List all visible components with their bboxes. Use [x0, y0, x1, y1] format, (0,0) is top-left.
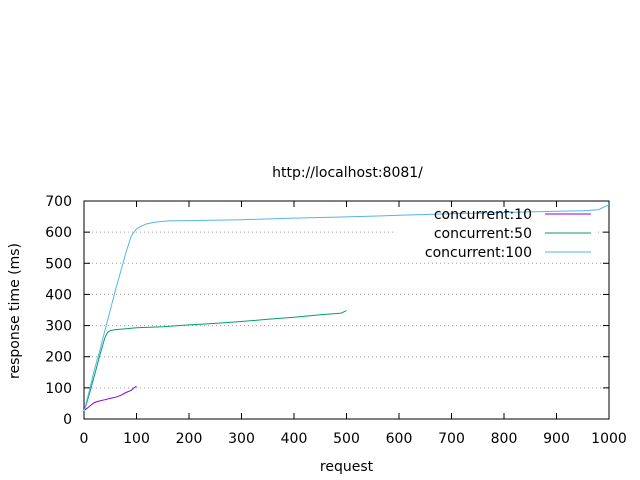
- series-line-3: [83, 204, 610, 412]
- series-line-2: [83, 310, 347, 412]
- x-tick-label: 100: [123, 431, 150, 447]
- series-line-1: [83, 385, 137, 411]
- x-tick-label: 800: [491, 431, 518, 447]
- x-tick-label: 600: [386, 431, 413, 447]
- legend-label: concurrent:10: [434, 207, 532, 223]
- y-tick-label: 0: [63, 412, 72, 428]
- x-tick-label: 900: [543, 431, 570, 447]
- x-axis-label: request: [320, 459, 374, 475]
- y-tick-label: 700: [45, 194, 72, 210]
- y-tick-label: 400: [45, 287, 72, 303]
- legend-label: concurrent:50: [434, 226, 532, 242]
- legend-label: concurrent:100: [425, 245, 532, 261]
- y-tick-label: 500: [45, 256, 72, 272]
- y-tick-label: 200: [45, 350, 72, 366]
- x-tick-label: 400: [281, 431, 308, 447]
- x-tick-label: 300: [228, 431, 255, 447]
- x-tick-label: 700: [438, 431, 465, 447]
- chart-title: http://localhost:8081/: [272, 165, 423, 181]
- x-tick-label: 200: [176, 431, 203, 447]
- x-tick-label: 500: [333, 431, 360, 447]
- y-axis-label: response time (ms): [7, 243, 23, 379]
- y-tick-label: 100: [45, 381, 72, 397]
- x-tick-label: 0: [80, 431, 89, 447]
- y-tick-label: 600: [45, 225, 72, 241]
- x-tick-label: 1000: [591, 431, 627, 447]
- y-tick-label: 300: [45, 319, 72, 335]
